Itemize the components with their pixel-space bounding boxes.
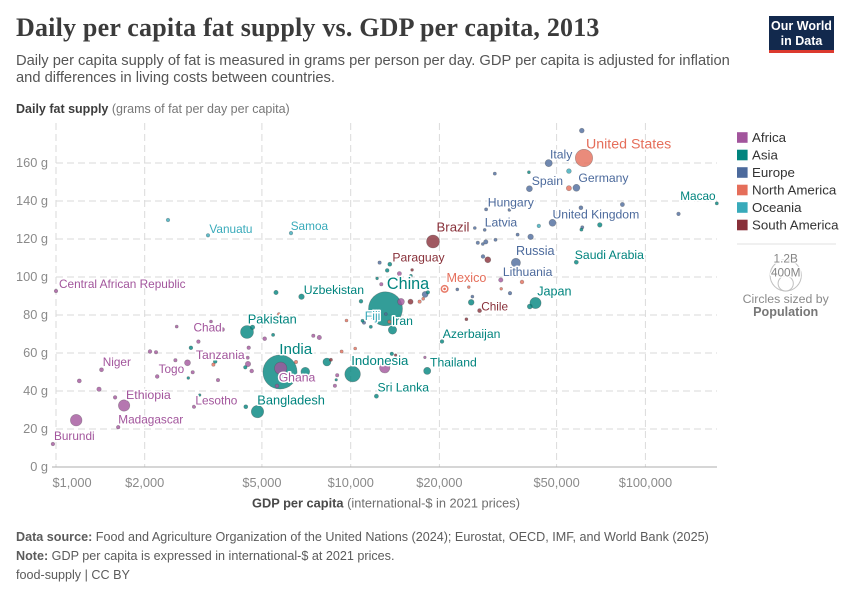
svg-text:20 g: 20 g bbox=[23, 421, 48, 436]
svg-text:400M: 400M bbox=[771, 266, 801, 280]
svg-text:Latvia: Latvia bbox=[485, 216, 518, 230]
svg-text:GDP per capita (international-: GDP per capita (international-$ in 2021 … bbox=[252, 496, 520, 511]
svg-text:Lithuania: Lithuania bbox=[503, 265, 553, 279]
svg-text:Togo: Togo bbox=[159, 362, 185, 376]
svg-text:Hungary: Hungary bbox=[488, 196, 535, 210]
svg-text:Thailand: Thailand bbox=[430, 356, 477, 370]
svg-text:Bangladesh: Bangladesh bbox=[257, 392, 325, 407]
svg-text:Madagascar: Madagascar bbox=[118, 412, 183, 426]
svg-text:Ethiopia: Ethiopia bbox=[126, 388, 171, 402]
svg-text:$50,000: $50,000 bbox=[533, 475, 579, 490]
svg-text:120 g: 120 g bbox=[16, 231, 48, 246]
svg-text:Vanuatu: Vanuatu bbox=[209, 222, 252, 236]
svg-text:100 g: 100 g bbox=[16, 269, 48, 284]
svg-text:Germany: Germany bbox=[578, 171, 629, 185]
svg-text:160 g: 160 g bbox=[16, 155, 48, 170]
svg-text:Population: Population bbox=[753, 305, 818, 319]
svg-text:United States: United States bbox=[586, 137, 671, 153]
svg-text:Paraguay: Paraguay bbox=[392, 251, 445, 265]
svg-text:Samoa: Samoa bbox=[291, 219, 329, 233]
svg-text:$2,000: $2,000 bbox=[125, 475, 164, 490]
svg-text:Japan: Japan bbox=[537, 284, 571, 298]
svg-text:India: India bbox=[279, 341, 312, 358]
svg-text:United Kingdom: United Kingdom bbox=[553, 207, 640, 221]
svg-text:Italy: Italy bbox=[550, 148, 573, 162]
svg-text:North America: North America bbox=[752, 183, 837, 198]
svg-text:$1,000: $1,000 bbox=[53, 475, 92, 490]
svg-text:Chad: Chad bbox=[194, 321, 222, 335]
svg-text:80 g: 80 g bbox=[23, 307, 48, 322]
svg-text:Fiji: Fiji bbox=[365, 309, 381, 323]
svg-text:Uzbekistan: Uzbekistan bbox=[304, 283, 364, 297]
svg-text:South America: South America bbox=[752, 218, 839, 233]
svg-text:Russia: Russia bbox=[516, 244, 555, 258]
svg-text:Pakistan: Pakistan bbox=[248, 312, 297, 327]
svg-text:Burundi: Burundi bbox=[54, 429, 95, 443]
svg-text:Niger: Niger bbox=[103, 355, 131, 369]
svg-text:Spain: Spain bbox=[532, 174, 563, 188]
svg-text:Oceania: Oceania bbox=[752, 200, 802, 215]
svg-text:0 g: 0 g bbox=[30, 459, 48, 474]
svg-text:Europe: Europe bbox=[752, 165, 795, 180]
svg-text:140 g: 140 g bbox=[16, 193, 48, 208]
svg-text:$20,000: $20,000 bbox=[416, 475, 462, 490]
svg-text:Central African Republic: Central African Republic bbox=[59, 277, 186, 291]
svg-text:Sri Lanka: Sri Lanka bbox=[378, 381, 430, 395]
svg-text:$5,000: $5,000 bbox=[242, 475, 281, 490]
svg-text:$100,000: $100,000 bbox=[619, 475, 672, 490]
svg-text:Brazil: Brazil bbox=[437, 220, 470, 235]
svg-text:Macao: Macao bbox=[680, 189, 716, 203]
svg-text:Lesotho: Lesotho bbox=[195, 393, 237, 407]
svg-text:Mexico: Mexico bbox=[447, 271, 487, 285]
svg-text:Circles sized by: Circles sized by bbox=[743, 292, 830, 306]
svg-text:Saudi Arabia: Saudi Arabia bbox=[575, 248, 644, 262]
svg-text:60 g: 60 g bbox=[23, 345, 48, 360]
svg-text:Tanzania: Tanzania bbox=[196, 348, 245, 362]
svg-text:Asia: Asia bbox=[752, 148, 778, 163]
svg-text:$10,000: $10,000 bbox=[328, 475, 374, 490]
svg-text:1.2B: 1.2B bbox=[774, 251, 798, 265]
svg-text:Ghana: Ghana bbox=[279, 371, 316, 385]
svg-text:Africa: Africa bbox=[752, 130, 787, 145]
svg-text:40 g: 40 g bbox=[23, 383, 48, 398]
svg-text:China: China bbox=[387, 275, 429, 293]
svg-text:Indonesia: Indonesia bbox=[351, 353, 409, 368]
svg-text:Azerbaijan: Azerbaijan bbox=[443, 327, 501, 341]
svg-text:Chile: Chile bbox=[481, 300, 508, 314]
svg-text:Iran: Iran bbox=[392, 314, 413, 328]
